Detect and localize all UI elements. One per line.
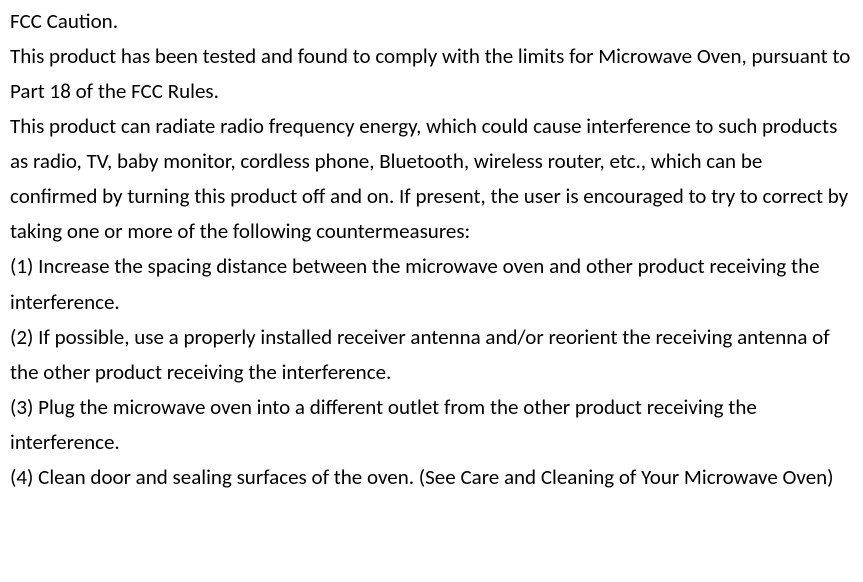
countermeasure-item-4: (4) Clean door and sealing surfaces of t… — [10, 460, 853, 495]
countermeasure-item-2: (2) If possible, use a properly installe… — [10, 320, 853, 390]
paragraph-compliance: This product has been tested and found t… — [10, 39, 853, 109]
countermeasure-item-3: (3) Plug the microwave oven into a diffe… — [10, 390, 853, 460]
document-page: FCC Caution. This product has been teste… — [0, 0, 863, 505]
paragraph-interference-intro: This product can radiate radio frequency… — [10, 109, 853, 249]
heading-fcc-caution: FCC Caution. — [10, 4, 853, 39]
countermeasure-item-1: (1) Increase the spacing distance betwee… — [10, 249, 853, 319]
